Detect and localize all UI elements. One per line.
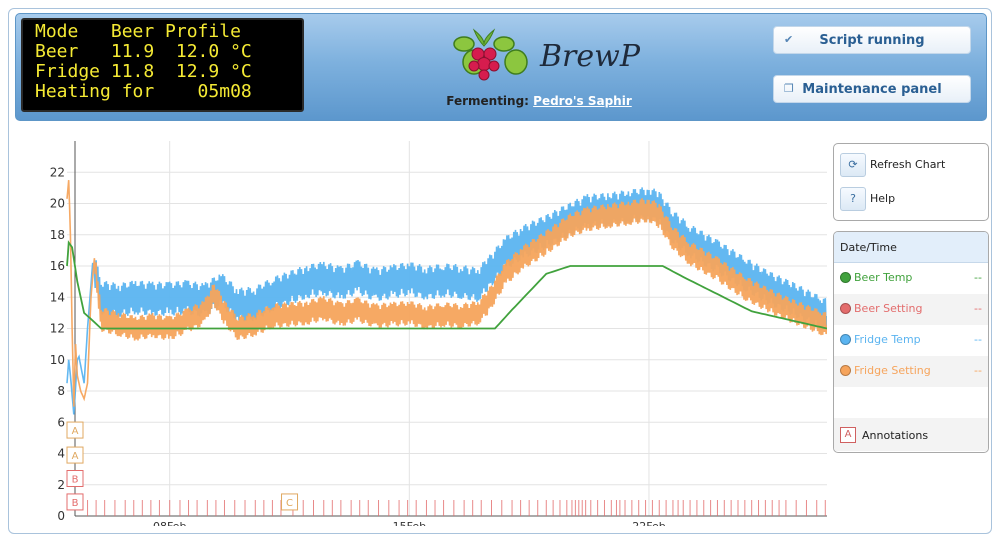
- chart-controls: ⟳ Refresh Chart ? Help: [833, 143, 989, 221]
- y-tick-label: 10: [50, 353, 65, 367]
- annotation-flag: [66, 421, 84, 439]
- series-dot-icon: [840, 334, 851, 345]
- y-tick-label: 4: [57, 447, 65, 461]
- annotation-flag: [66, 470, 84, 487]
- legend-item-beer-setting[interactable]: Beer Setting --: [834, 294, 988, 325]
- annotation-flag: [281, 493, 299, 511]
- header-bar: Mode Beer Profile Beer 11.9 12.0 °C Frid…: [15, 13, 987, 121]
- y-tick-label: 20: [50, 197, 65, 211]
- annotations-label: Annotations: [862, 429, 929, 442]
- series-beer-temp: [66, 240, 827, 330]
- series-dot-icon: [840, 303, 851, 314]
- maintenance-panel-label: Maintenance panel: [802, 82, 942, 97]
- window-icon: ❐: [784, 82, 794, 95]
- refresh-chart-label[interactable]: Refresh Chart: [870, 158, 946, 171]
- annotation-flag-label: A: [72, 426, 79, 437]
- legend-value: --: [974, 364, 982, 377]
- maintenance-panel-button[interactable]: ❐ Maintenance panel: [773, 75, 971, 103]
- chart-legend: Date/Time Beer Temp -- Beer Setting -- F…: [833, 231, 989, 453]
- help-button[interactable]: ?: [840, 187, 866, 211]
- annotation-flag-label: B: [72, 498, 79, 509]
- legend-item-annotations[interactable]: A Annotations: [834, 418, 988, 451]
- check-icon: ✔: [784, 33, 794, 46]
- series-dot-icon: [840, 365, 851, 376]
- legend-name: Fridge Temp: [854, 333, 921, 346]
- fermenting-label: Fermenting: Pedro's Saphir: [439, 94, 639, 108]
- series-dot-icon: [840, 272, 851, 283]
- script-running-button[interactable]: ✔ Script running: [773, 26, 971, 54]
- logo-text: BrewPi: [539, 39, 640, 74]
- legend-item-fridge-temp[interactable]: Fridge Temp --: [834, 325, 988, 356]
- legend-value: --: [974, 302, 982, 315]
- y-tick-label: 12: [50, 322, 65, 336]
- refresh-chart-button[interactable]: ⟳: [840, 153, 866, 177]
- annotation-flag: [66, 493, 84, 511]
- y-tick-label: 22: [50, 165, 65, 179]
- y-tick-label: 6: [57, 415, 65, 429]
- script-running-label: Script running: [819, 33, 925, 48]
- y-tick-label: 18: [50, 228, 65, 242]
- annotation-flag-label: C: [286, 498, 293, 509]
- series-fridge-setting: [66, 180, 827, 407]
- legend-name: Fridge Setting: [854, 364, 931, 377]
- legend-item-fridge-setting[interactable]: Fridge Setting --: [834, 356, 988, 387]
- y-tick-label: 14: [50, 290, 65, 304]
- legend-value: --: [974, 271, 982, 284]
- app-frame: Mode Beer Profile Beer 11.9 12.0 °C Frid…: [8, 8, 992, 534]
- y-tick-label: 2: [57, 478, 65, 492]
- brewpi-logo: BrewPi: [453, 28, 640, 81]
- beer-name-link[interactable]: Pedro's Saphir: [533, 94, 632, 108]
- y-tick-label: 0: [57, 509, 65, 523]
- raspberry-icon: [453, 28, 528, 81]
- series-fridge-temp: [66, 187, 827, 415]
- annotation-flag-label: A: [72, 451, 79, 462]
- lcd-line-2: Beer 11.9 12.0 °C: [35, 42, 252, 62]
- y-tick-label: 8: [57, 384, 65, 398]
- fermenting-prefix: Fermenting:: [446, 94, 529, 108]
- lcd-display: Mode Beer Profile Beer 11.9 12.0 °C Frid…: [21, 18, 304, 112]
- legend-item-beer-temp[interactable]: Beer Temp --: [834, 263, 988, 294]
- legend-name: Beer Setting: [854, 302, 923, 315]
- help-icon: ?: [850, 192, 856, 205]
- refresh-icon: ⟳: [848, 158, 858, 171]
- annotation-flag: [66, 446, 84, 464]
- x-tick-label: 22Feb: [632, 520, 665, 526]
- help-label[interactable]: Help: [870, 192, 896, 205]
- lcd-line-3: Fridge 11.8 12.9 °C: [35, 62, 252, 82]
- annotation-icon: A: [840, 427, 856, 443]
- lcd-line-1: Mode Beer Profile: [35, 22, 241, 42]
- legend-datetime: Date/Time: [834, 232, 988, 263]
- temperature-chart[interactable]: 0 2 4 6 8 10 12 14 16 18 20 22 08Feb 15Feb 22Feb A A B B C: [17, 141, 827, 526]
- legend-value: --: [974, 333, 982, 346]
- lcd-line-4: Heating for 05m08: [35, 82, 252, 102]
- y-tick-label: 16: [50, 259, 65, 273]
- legend-name: Beer Temp: [854, 271, 913, 284]
- x-tick-label: 08Feb: [153, 520, 186, 526]
- x-tick-label: 15Feb: [393, 520, 426, 526]
- annotation-flag-label: B: [72, 475, 79, 486]
